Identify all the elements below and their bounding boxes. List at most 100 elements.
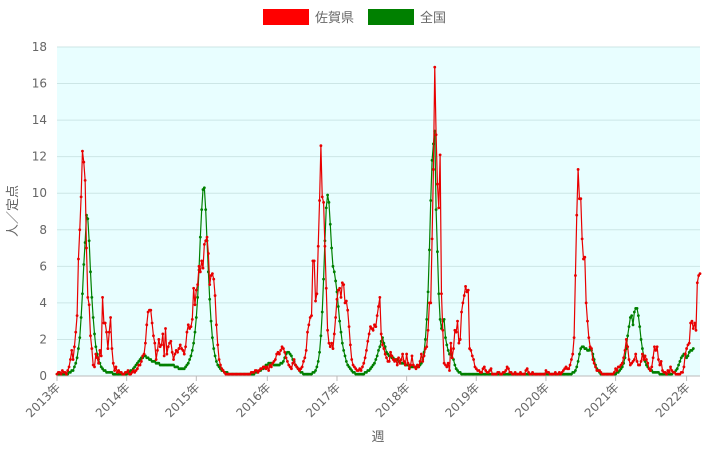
data-point bbox=[114, 365, 118, 369]
data-point bbox=[89, 270, 92, 274]
data-point bbox=[177, 347, 181, 350]
data-point bbox=[615, 369, 619, 372]
data-point bbox=[90, 347, 94, 350]
data-point bbox=[456, 319, 459, 323]
data-point bbox=[215, 323, 218, 327]
data-point bbox=[650, 365, 654, 369]
data-point bbox=[675, 367, 679, 371]
data-point bbox=[269, 365, 273, 369]
data-point bbox=[454, 330, 458, 334]
data-point bbox=[202, 186, 206, 190]
data-point bbox=[375, 314, 379, 318]
data-point bbox=[77, 257, 80, 261]
data-point bbox=[338, 286, 342, 290]
data-point bbox=[319, 144, 323, 148]
data-point bbox=[103, 321, 107, 325]
data-point bbox=[343, 354, 347, 358]
data-point bbox=[314, 369, 317, 372]
data-point bbox=[307, 323, 311, 327]
data-point bbox=[334, 316, 338, 319]
data-point bbox=[434, 133, 438, 137]
data-point bbox=[444, 336, 447, 340]
data-point bbox=[306, 330, 309, 334]
data-point bbox=[178, 343, 182, 347]
data-point bbox=[403, 363, 407, 367]
data-point bbox=[154, 358, 158, 361]
data-point bbox=[283, 350, 287, 354]
data-point bbox=[458, 338, 462, 341]
data-point bbox=[383, 352, 387, 356]
data-point bbox=[79, 316, 83, 319]
data-point bbox=[627, 358, 631, 361]
data-point bbox=[570, 358, 573, 361]
data-point bbox=[698, 272, 702, 276]
data-point bbox=[578, 352, 581, 356]
data-point bbox=[326, 328, 329, 332]
y-tick-label: 0 bbox=[39, 369, 47, 383]
data-point bbox=[472, 358, 476, 361]
data-point bbox=[631, 323, 635, 327]
data-point bbox=[331, 264, 335, 268]
y-tick-label: 4 bbox=[39, 296, 47, 310]
data-point bbox=[139, 359, 143, 363]
data-point bbox=[397, 356, 400, 360]
data-point bbox=[691, 347, 695, 350]
data-point bbox=[188, 358, 192, 361]
data-point bbox=[690, 319, 694, 323]
data-point bbox=[64, 372, 68, 376]
data-point bbox=[172, 358, 175, 361]
data-point bbox=[686, 354, 690, 358]
data-point bbox=[332, 332, 336, 336]
legend-item-national[interactable]: 全国 bbox=[368, 9, 446, 26]
legend-item-saga[interactable]: 佐賀県 bbox=[263, 9, 354, 26]
data-point bbox=[378, 296, 382, 299]
data-point bbox=[145, 323, 149, 327]
data-point bbox=[87, 239, 91, 243]
data-point bbox=[591, 358, 595, 361]
data-point bbox=[208, 297, 212, 301]
data-point bbox=[94, 345, 98, 349]
data-point bbox=[101, 296, 104, 299]
data-point bbox=[419, 352, 423, 356]
data-point bbox=[653, 345, 656, 349]
y-tick-label: 6 bbox=[39, 259, 47, 273]
data-point bbox=[169, 339, 173, 343]
data-point bbox=[421, 359, 425, 363]
data-point bbox=[189, 325, 193, 329]
data-point bbox=[365, 349, 368, 352]
data-point bbox=[437, 292, 441, 296]
data-point bbox=[430, 237, 434, 241]
data-point bbox=[685, 347, 688, 350]
data-point bbox=[86, 217, 90, 221]
data-point bbox=[342, 283, 346, 287]
data-point bbox=[446, 349, 450, 352]
data-point bbox=[350, 358, 354, 361]
x-tick-label: 2016年 bbox=[233, 380, 273, 420]
data-point bbox=[315, 365, 319, 369]
data-point bbox=[632, 358, 636, 361]
data-point bbox=[173, 352, 177, 356]
data-point bbox=[371, 328, 375, 332]
data-point bbox=[176, 350, 179, 354]
data-point bbox=[344, 299, 348, 303]
data-point bbox=[192, 341, 196, 345]
data-point bbox=[382, 347, 386, 350]
data-point bbox=[635, 306, 639, 310]
data-point bbox=[390, 354, 394, 358]
data-point bbox=[328, 222, 332, 226]
data-point bbox=[209, 319, 213, 323]
data-point bbox=[489, 367, 493, 371]
data-point bbox=[645, 358, 648, 361]
legend-label-national: 全国 bbox=[420, 10, 446, 26]
data-point bbox=[362, 361, 366, 365]
y-tick-label: 14 bbox=[32, 113, 47, 127]
data-point bbox=[198, 235, 202, 239]
data-point bbox=[217, 358, 221, 361]
data-point bbox=[630, 314, 634, 318]
y-tick-label: 16 bbox=[32, 77, 47, 91]
data-point bbox=[638, 325, 642, 329]
data-point bbox=[575, 365, 579, 369]
data-point bbox=[377, 305, 380, 308]
data-point bbox=[279, 349, 283, 352]
data-point bbox=[73, 345, 76, 349]
